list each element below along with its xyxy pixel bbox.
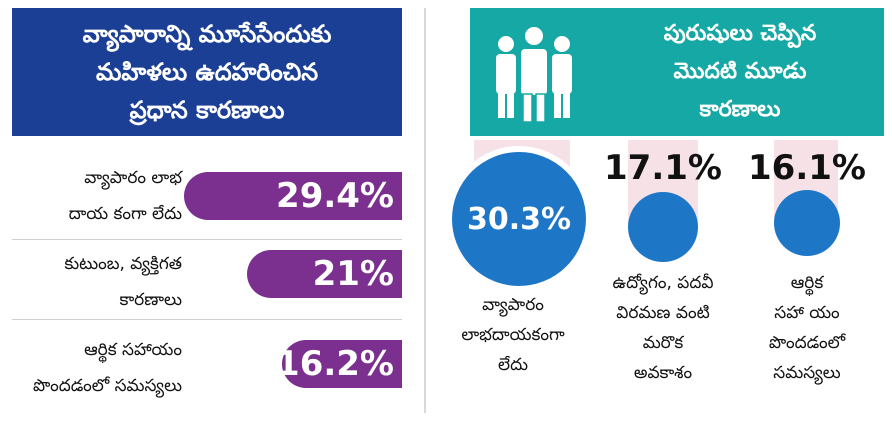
men-chart-title: పురుషులు చెప్పిన మొదటి మూడు కారణాలు (600, 8, 880, 136)
women-reasons-panel: వ్యాపారాన్ని మూసేసేందుకు మహిళలు ఉదహరించి… (0, 0, 410, 431)
bar-mark: 29.4% (184, 172, 402, 220)
men-chart-header: పురుషులు చెప్పిన మొదటి మూడు కారణాలు (470, 8, 884, 136)
bubble-category-label: వ్యాపారం లాభదాయకంగా లేదు (461, 295, 565, 375)
men-reasons-panel: పురుషులు చెప్పిన మొదటి మూడు కారణాలు 30.3… (432, 0, 892, 431)
bubble-mark (774, 190, 840, 256)
bar-value-label: 29.4% (276, 176, 394, 216)
panel-divider (424, 8, 426, 413)
bar-category-label: ఆర్థిక సహాయం పొందడంలో సమస్యలు (33, 340, 182, 396)
bubble-value-label: 17.1% (604, 148, 722, 188)
bubble-mark: 30.3% (446, 146, 592, 292)
bubble-category-label: ఆర్థిక సహా యం పొందడంలో సమస్యలు (768, 273, 846, 383)
people-group-icon (496, 25, 572, 122)
bar-mark: 16.2% (276, 340, 402, 388)
bar-mark: 21% (247, 250, 402, 298)
bar-value-label: 21% (312, 254, 394, 294)
bar-category-label: వ్యాపారం లాభ దాయ కంగా లేదు (68, 168, 182, 224)
women-chart-title: వ్యాపారాన్ని మూసేసేందుకు మహిళలు ఉదహరించి… (12, 8, 402, 136)
men-title-line: కారణాలు (699, 97, 781, 122)
row-divider (12, 239, 402, 240)
women-title-line: మహిళలు ఉదహరించిన (95, 58, 319, 86)
women-title-line: వ్యాపారాన్ని మూసేసేందుకు (82, 20, 332, 48)
bubble-value-label: 30.3% (466, 201, 572, 237)
women-title-line: ప్రధాన కారణాలు (129, 96, 285, 124)
men-title-line: పురుషులు చెప్పిన (663, 21, 817, 46)
bubble-value-label: 16.1% (748, 148, 866, 188)
bubble-mark (628, 192, 698, 262)
bubble-category-label: ఉద్యోగం, పదవీ విరమణ వంటి మరొక అవకాశం (612, 273, 714, 383)
men-title-line: మొదటి మూడు (673, 59, 807, 84)
row-divider (12, 319, 402, 320)
bar-value-label: 16.2% (276, 344, 394, 384)
bar-category-label: కుటుంబ, వ్యక్తిగత కారణాలు (64, 254, 182, 310)
